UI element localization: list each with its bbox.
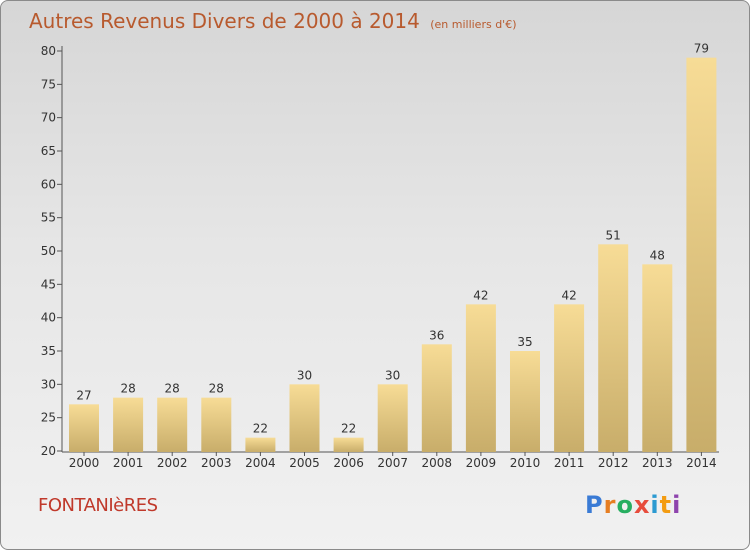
data-label-2001: 28 — [120, 382, 135, 396]
data-label-2003: 28 — [209, 382, 224, 396]
proxiti-logo: Proxiti — [585, 491, 681, 519]
logo-letter: t — [659, 491, 673, 519]
data-label-2006: 22 — [341, 422, 356, 436]
x-tick-label-2013: 2013 — [642, 456, 673, 470]
bar-2011 — [554, 304, 585, 452]
data-label-2000: 27 — [76, 388, 91, 402]
bar-2009 — [465, 304, 496, 452]
data-label-2012: 51 — [606, 228, 621, 242]
x-tick-label-2005: 2005 — [289, 456, 320, 470]
y-tick-label: 75 — [41, 77, 56, 91]
city-name: FONTANIèRES — [38, 495, 158, 516]
data-label-2004: 22 — [253, 422, 268, 436]
x-tick-label-2001: 2001 — [113, 456, 144, 470]
data-label-2014: 79 — [694, 42, 709, 56]
y-tick-label: 80 — [41, 44, 56, 58]
x-tick-label-2008: 2008 — [422, 456, 453, 470]
bar-2003 — [201, 397, 232, 452]
data-label-2013: 48 — [650, 248, 665, 262]
logo-letter: i — [650, 491, 660, 519]
x-tick-label-2007: 2007 — [377, 456, 408, 470]
data-label-2007: 30 — [385, 368, 400, 382]
bar-2002 — [157, 397, 188, 452]
x-tick-label-2002: 2002 — [157, 456, 188, 470]
bar-2010 — [510, 351, 540, 452]
y-tick-label: 50 — [41, 244, 56, 258]
y-tick-label: 25 — [41, 411, 56, 425]
y-tick-label: 55 — [41, 211, 56, 225]
data-label-2010: 35 — [517, 335, 532, 349]
bar-2012 — [598, 244, 629, 452]
bar-2005 — [289, 384, 320, 452]
data-label-2002: 28 — [165, 382, 180, 396]
data-label-2008: 36 — [429, 328, 444, 342]
logo-letter: o — [616, 491, 634, 519]
x-tick-label-2012: 2012 — [598, 456, 629, 470]
y-tick-label: 70 — [41, 111, 56, 125]
y-tick-label: 30 — [41, 377, 56, 391]
y-tick-label: 35 — [41, 344, 56, 358]
bar-2006 — [333, 437, 364, 452]
bar-2004 — [245, 437, 276, 452]
chart-title: Autres Revenus Divers de 2000 à 2014 (en… — [29, 9, 517, 33]
data-label-2009: 42 — [473, 288, 488, 302]
y-tick-label: 65 — [41, 144, 56, 158]
logo-letter: x — [633, 491, 651, 519]
x-tick-label-2003: 2003 — [201, 456, 232, 470]
chart-subtitle: (en milliers d'€) — [430, 18, 517, 31]
x-tick-label-2004: 2004 — [245, 456, 276, 470]
y-tick-label: 40 — [41, 311, 56, 325]
logo-letter: r — [603, 491, 617, 519]
logo-letter: P — [585, 491, 604, 519]
bar-2013 — [642, 264, 673, 452]
data-label-2005: 30 — [297, 368, 312, 382]
bar-2000 — [69, 404, 99, 452]
data-label-2011: 42 — [561, 288, 576, 302]
x-tick-label-2009: 2009 — [466, 456, 497, 470]
x-tick-label-2010: 2010 — [510, 456, 541, 470]
y-tick-label: 20 — [41, 444, 56, 458]
x-tick-label-2000: 2000 — [69, 456, 100, 470]
x-tick-label-2011: 2011 — [554, 456, 585, 470]
bar-2008 — [421, 344, 452, 452]
chart-title-text: Autres Revenus Divers de 2000 à 2014 — [29, 9, 420, 33]
y-tick-label: 60 — [41, 177, 56, 191]
logo-letter: i — [672, 491, 682, 519]
bar-2007 — [377, 384, 408, 452]
bar-2014 — [686, 57, 717, 453]
bar-2001 — [113, 397, 144, 452]
x-tick-label-2014: 2014 — [686, 456, 717, 470]
y-tick-label: 45 — [41, 277, 56, 291]
x-tick-label-2006: 2006 — [333, 456, 364, 470]
